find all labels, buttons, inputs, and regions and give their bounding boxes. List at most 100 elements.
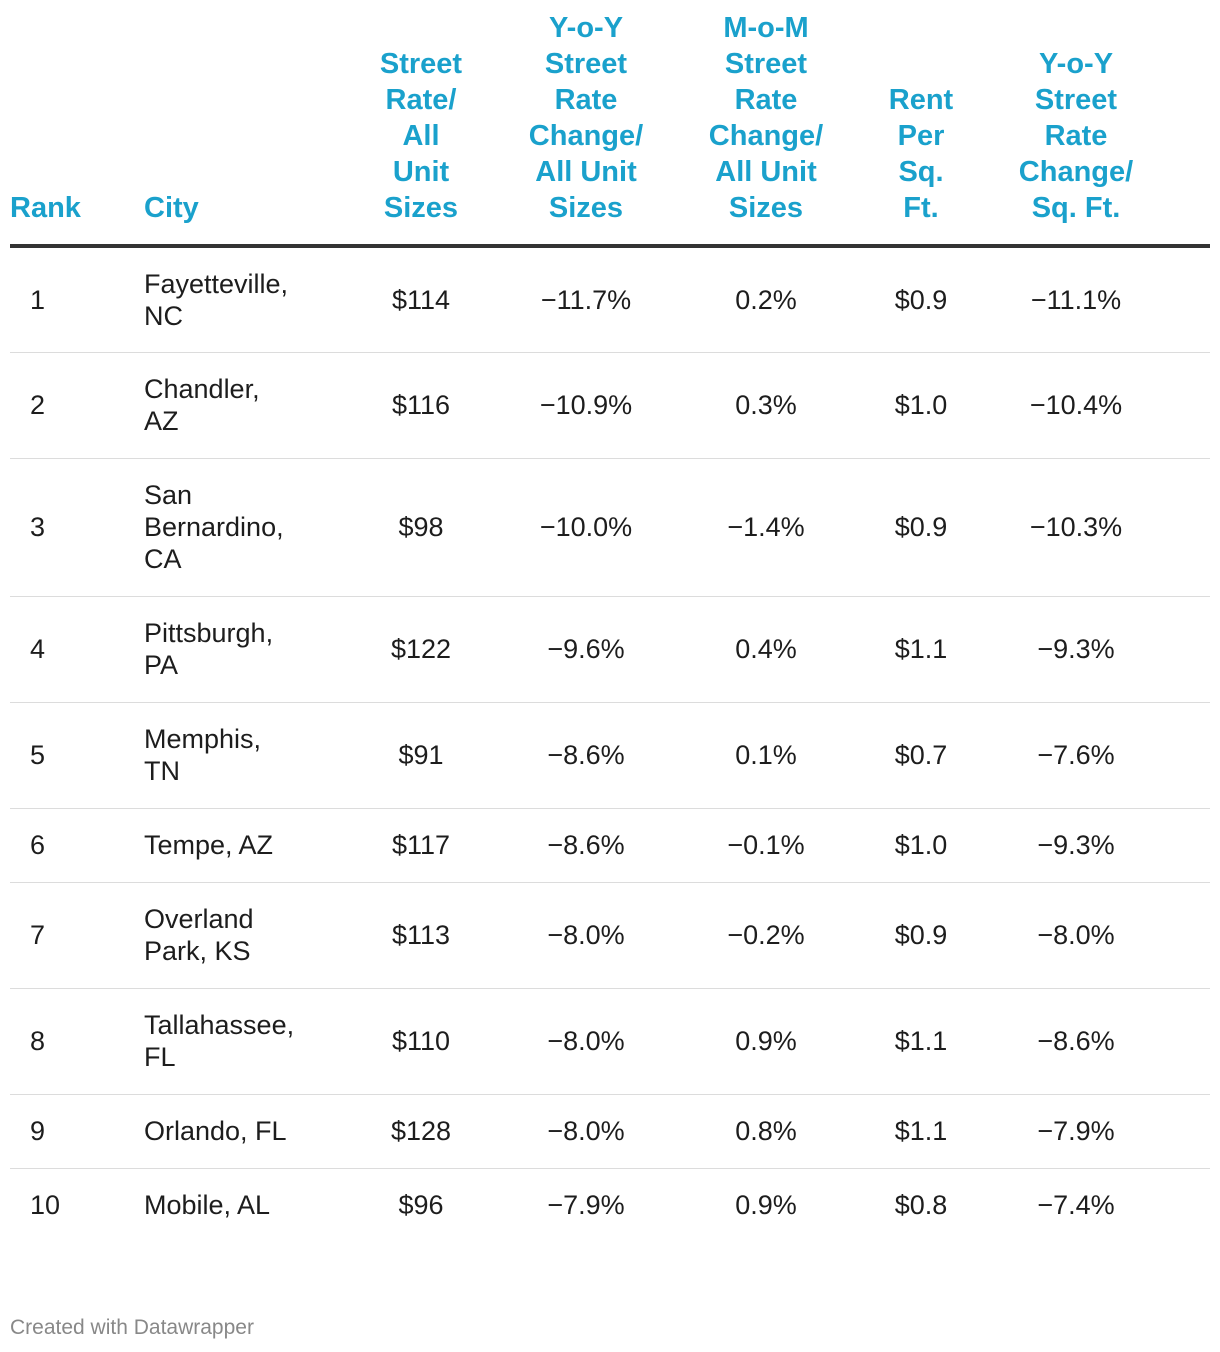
cell-yoy-sqft: −7.6% [976, 702, 1176, 809]
column-header-rent-per-sqft[interactable]: Rent Per Sq. Ft. [866, 0, 976, 248]
cell-cut: ' [1176, 1168, 1210, 1242]
cell-rate: $128 [336, 1094, 506, 1169]
column-header-street-rate[interactable]: Street Rate/All Unit Sizes [336, 0, 506, 248]
cell-rate: $122 [336, 596, 506, 703]
cell-psf: $0.8 [894, 1190, 948, 1221]
cell-mom: 0.3% [666, 352, 866, 459]
cell-yoy-sqft: −11.1% [976, 246, 1176, 353]
cell-cut [1176, 808, 1210, 883]
cell-psf: $0.9 [866, 882, 976, 989]
table-row: 3 San Bernardino, CA $98 −10.0% −1.4% $0.9 −10.3… [10, 458, 1210, 597]
cell-yoy: −9.6% [506, 596, 666, 703]
cell-rank: 10 [30, 1190, 61, 1221]
cell-yoy-sqft: −9.3% [976, 596, 1176, 703]
cell-rank: 7 [10, 882, 144, 989]
cell-cut [1176, 352, 1210, 459]
cell-rate: $116 [336, 352, 506, 459]
table-row: 6 Tempe, AZ $117 −8.6% −0.1% $1.0 −9.3% [10, 808, 1210, 883]
cell-city: Overland Park, KS [144, 882, 336, 989]
cell-rank: 3 [10, 458, 144, 597]
cell-psf: $1.1 [866, 596, 976, 703]
column-header-mom-change[interactable]: M-o-M Street Rate Change/All Unit Sizes [666, 0, 866, 248]
cell-yoy-sqft: −8.0% [976, 882, 1176, 989]
cell-yoy-sqft: −8.6% [976, 988, 1176, 1095]
table-row: 5 Memphis, TN $91 −8.6% 0.1% $0.7 −7.6% [10, 702, 1210, 809]
cell-city: Fayetteville, NC [144, 246, 336, 353]
cell-yoy: −8.6% [506, 808, 666, 883]
table-header-row: Rank City Street Rate/All Unit Sizes Y-o-Y Stre… [10, 0, 1210, 248]
cell-cut [1176, 882, 1210, 989]
cell-yoy-sqft: −7.9% [976, 1094, 1176, 1169]
cell-mom: −1.4% [666, 458, 866, 597]
cell-rank: 2 [10, 352, 144, 459]
datawrapper-credit: Created with Datawrapper [10, 1316, 254, 1339]
cell-city: Orlando, FL [144, 1094, 336, 1169]
cell-rate: $114 [336, 246, 506, 353]
cell-yoy: −11.7% [506, 246, 666, 353]
cell-yoy: −8.0% [506, 882, 666, 989]
cell-rank: 4 [10, 596, 144, 703]
cell-psf: $1.0 [866, 352, 976, 459]
cell-city: Pittsburgh, PA [144, 596, 336, 703]
cell-cut [1176, 1094, 1210, 1169]
cell-rank: 5 [10, 702, 144, 809]
table-body: 1 Fayetteville, NC $114 −11.7% 0.2% $0.9 −11.1%… [10, 246, 1210, 1242]
column-header-yoy-change-sqft[interactable]: Y-o-Y Street Rate Change/Sq. Ft. [976, 0, 1176, 248]
table-row: 7 Overland Park, KS $113 −8.0% −0.2% $0.9 −8.0% [10, 882, 1210, 989]
cell-mom: 0.2% [666, 246, 866, 353]
table-row: 1 Fayetteville, NC $114 −11.7% 0.2% $0.9 −11.1%… [10, 246, 1210, 353]
cell-yoy: −8.0% [506, 1094, 666, 1169]
cell-rank: 1 [10, 246, 144, 353]
cell-cut: ' [1176, 246, 1210, 353]
cell-mom: 0.1% [666, 702, 866, 809]
data-table-container: Rank City Street Rate/All Unit Sizes Y-o-Y Stre… [10, 0, 1210, 1300]
cell-yoy-sqft: −7.4% [1037, 1190, 1115, 1221]
cell-yoy: −10.9% [506, 352, 666, 459]
cell-yoy: −10.0% [506, 458, 666, 597]
cell-rate: $96 [398, 1190, 444, 1221]
cell-cut [1176, 458, 1210, 597]
cell-mom: −0.2% [666, 882, 866, 989]
cell-cut [1176, 702, 1210, 809]
data-table: Rank City Street Rate/All Unit Sizes Y-o-Y Stre… [10, 0, 1210, 1242]
cell-rate: $117 [336, 808, 506, 883]
cell-city: San Bernardino, CA [144, 458, 336, 597]
cell-city: Tallahassee, FL [144, 988, 336, 1095]
column-header-rank[interactable]: Rank [10, 0, 144, 248]
cell-yoy: −8.0% [506, 988, 666, 1095]
cell-mom: 0.4% [666, 596, 866, 703]
cell-psf: $0.7 [866, 702, 976, 809]
cell-rate: $113 [336, 882, 506, 989]
cell-cut: ' [1176, 988, 1210, 1095]
table-row: 9 Orlando, FL $128 −8.0% 0.8% $1.1 −7.9% [10, 1094, 1210, 1169]
cell-psf: $0.9 [866, 458, 976, 597]
cell-cut [1176, 596, 1210, 703]
cell-rank: 6 [10, 808, 144, 883]
table-row: 4 Pittsburgh, PA $122 −9.6% 0.4% $1.1 −9.3% [10, 596, 1210, 703]
cell-city: Mobile, AL [144, 1190, 271, 1221]
cell-rate: $110 [336, 988, 506, 1095]
cell-rank: 8 [10, 988, 144, 1095]
cell-city: Memphis, TN [144, 702, 336, 809]
cell-yoy-sqft: −9.3% [976, 808, 1176, 883]
cell-rate: $98 [336, 458, 506, 597]
column-header-yoy-change[interactable]: Y-o-Y Street Rate Change/All Unit Sizes [506, 0, 666, 248]
cell-mom: 0.9% [735, 1190, 797, 1221]
column-header-city[interactable]: City [144, 0, 336, 248]
table-row: 2 Chandler, AZ $116 −10.9% 0.3% $1.0 −10.4% [10, 352, 1210, 459]
cell-psf: $1.0 [866, 808, 976, 883]
cell-yoy-sqft: −10.3% [976, 458, 1176, 597]
cell-mom: 0.8% [666, 1094, 866, 1169]
cell-mom: 0.9% [666, 988, 866, 1095]
cell-mom: −0.1% [666, 808, 866, 883]
cell-city: Chandler, AZ [144, 352, 336, 459]
cell-yoy-sqft: −10.4% [976, 352, 1176, 459]
cell-city: Tempe, AZ [144, 808, 336, 883]
cell-psf: $1.1 [866, 1094, 976, 1169]
cell-rank: 9 [10, 1094, 144, 1169]
cell-yoy: −7.9% [547, 1190, 625, 1221]
cell-rate: $91 [336, 702, 506, 809]
column-header-truncated[interactable]: SStSqC [1176, 0, 1210, 248]
table-row: 10 Mobile, AL $96 −7.9% 0.9% $0.8 −7.4% ' [10, 1168, 1210, 1242]
